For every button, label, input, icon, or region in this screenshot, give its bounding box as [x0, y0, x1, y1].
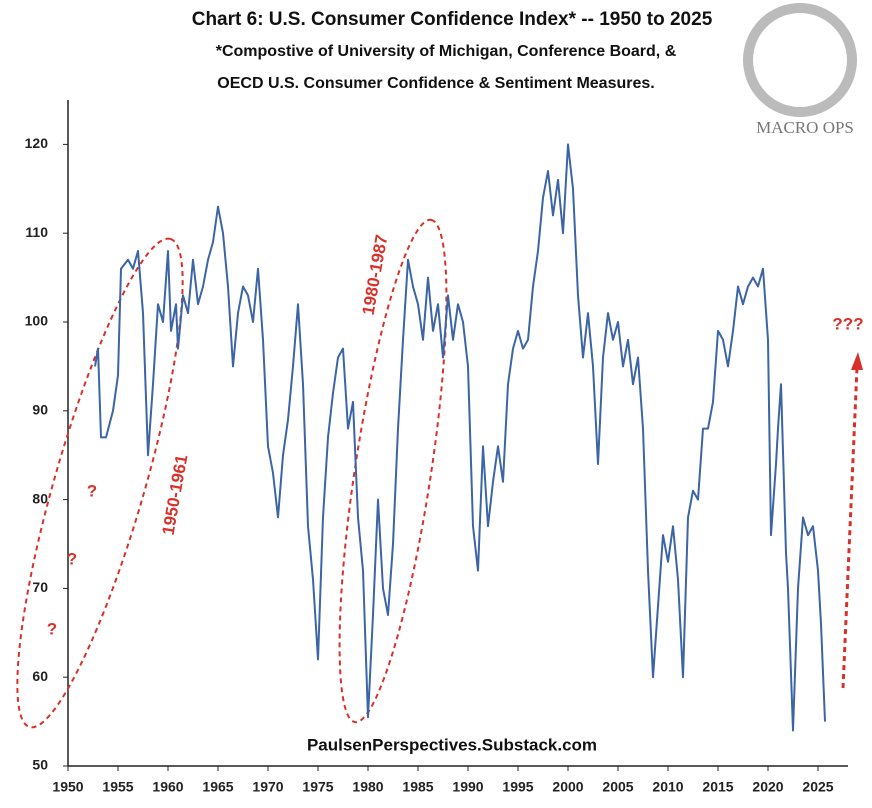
x-tick-label: 1960 — [152, 779, 183, 795]
x-tick-label: 1995 — [502, 779, 533, 795]
y-tick-label: 60 — [32, 668, 48, 684]
x-tick-label: 2020 — [752, 779, 783, 795]
chart-title: Chart 6: U.S. Consumer Confidence Index*… — [192, 9, 713, 30]
y-tick-label: 70 — [32, 579, 48, 595]
annotation: 1980-1987 — [359, 233, 392, 316]
x-tick-label: 2010 — [652, 779, 683, 795]
y-tick-label: 120 — [25, 135, 49, 151]
x-tick-label: 1990 — [452, 779, 483, 795]
x-tick-label: 1950 — [52, 779, 83, 795]
x-tick-label: 1965 — [202, 779, 233, 795]
annotation: ? — [67, 549, 77, 568]
x-tick-label: 1975 — [302, 779, 333, 795]
arrow-head — [851, 352, 863, 370]
chart-subtitle: *Compostive of University of Michigan, C… — [216, 43, 677, 60]
logo-text: MACRO OPS — [756, 118, 854, 137]
x-tick-label: 2025 — [802, 779, 833, 795]
highlight-ellipse — [338, 218, 448, 724]
annotation: ? — [87, 481, 97, 500]
x-tick-label: 1985 — [402, 779, 433, 795]
annotation: ??? — [832, 314, 863, 333]
y-tick-label: 110 — [25, 224, 48, 240]
annotation: ? — [47, 619, 57, 638]
x-tick-label: 2000 — [552, 779, 583, 795]
x-tick-label: 1955 — [102, 779, 133, 795]
arrow — [841, 367, 859, 689]
data-line — [94, 143, 826, 732]
y-tick-label: 100 — [25, 313, 49, 329]
x-tick-label: 2015 — [702, 779, 733, 795]
y-tick-label: 80 — [32, 490, 48, 506]
source: PaulsenPerspectives.Substack.com — [307, 735, 597, 754]
highlight-ellipse — [16, 237, 184, 729]
logo-ring — [743, 3, 857, 117]
annotation: 1950-1961 — [159, 453, 192, 536]
x-tick-label: 1970 — [252, 779, 283, 795]
y-tick-label: 50 — [32, 757, 48, 773]
x-tick-label: 1980 — [352, 779, 383, 795]
x-tick-label: 2005 — [602, 779, 633, 795]
y-tick-label: 90 — [32, 402, 48, 418]
chart-subtitle: OECD U.S. Consumer Confidence & Sentimen… — [217, 75, 654, 92]
logo: MACRO OPS — [743, 3, 857, 137]
